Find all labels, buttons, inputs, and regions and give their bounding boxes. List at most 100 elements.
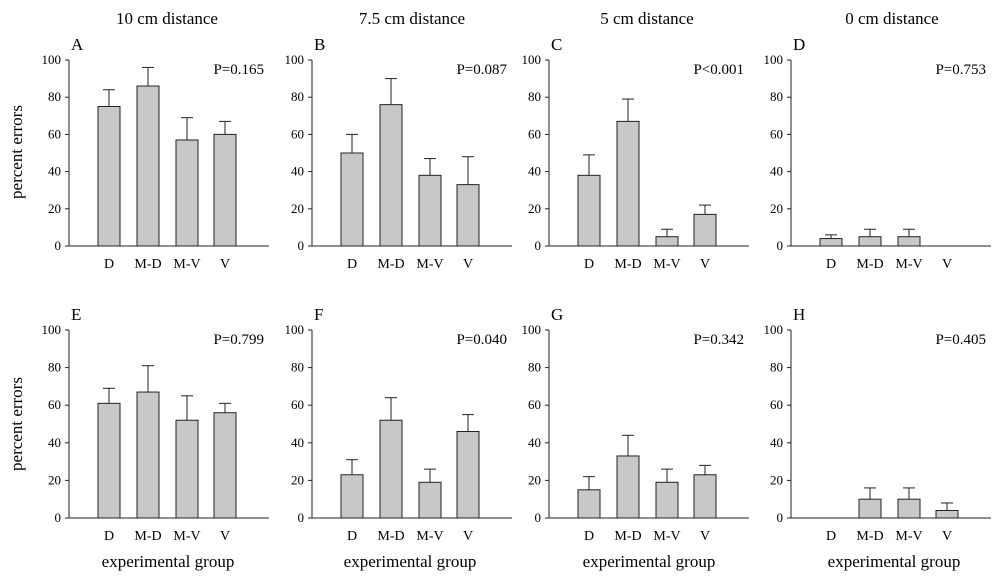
y-tick-label-b-80: 80	[291, 89, 304, 104]
y-tick-label-b-40: 40	[291, 164, 304, 179]
y-tick-label-c-100: 100	[522, 52, 542, 67]
y-tick-label-b-100: 100	[285, 52, 305, 67]
p-value-g: P=0.342	[693, 332, 744, 348]
y-tick-label-e-100: 100	[42, 322, 62, 337]
category-label-g-m-d: M-D	[614, 529, 641, 544]
x-axis-label-e: experimental group	[102, 552, 235, 571]
bar-a-v	[213, 133, 237, 247]
column-title-5cm: 5 cm distance	[600, 9, 693, 28]
p-value-e: P=0.799	[213, 332, 264, 348]
y-tick-label-a-60: 60	[48, 126, 61, 141]
y-tick-label-a-40: 40	[48, 164, 61, 179]
x-axis-label-f: experimental group	[344, 552, 477, 571]
y-tick-label-h-60: 60	[770, 397, 783, 412]
panel-letter-b: B	[314, 35, 325, 54]
panel-letter-f: F	[314, 305, 323, 324]
y-tick-label-e-0: 0	[55, 510, 62, 525]
y-tick-label-g-100: 100	[522, 322, 542, 337]
y-tick-label-c-60: 60	[528, 126, 541, 141]
y-tick-label-a-0: 0	[55, 238, 62, 253]
y-tick-label-g-0: 0	[535, 510, 542, 525]
x-axis-label-g: experimental group	[583, 552, 716, 571]
bar-g-m-d	[616, 455, 640, 519]
y-tick-label-d-80: 80	[770, 89, 783, 104]
y-tick-label-h-40: 40	[770, 435, 783, 450]
bar-c-v	[693, 213, 717, 247]
category-label-g-d: D	[584, 529, 594, 544]
panel-d: 0 20 40 60 80 100 D M-D M-V V D P=0.753	[764, 35, 991, 272]
bar-f-m-d	[379, 419, 403, 519]
y-tick-label-f-40: 40	[291, 435, 304, 450]
panel-a: 0 20 40 60 80 100 D M-D M-V V A P=0.165	[42, 35, 269, 272]
column-title-7-5cm: 7.5 cm distance	[359, 9, 465, 28]
y-tick-label-d-60: 60	[770, 126, 783, 141]
category-label-a-m-v: M-V	[173, 257, 200, 272]
y-tick-label-b-60: 60	[291, 126, 304, 141]
bar-c-d	[577, 174, 601, 247]
y-tick-label-f-20: 20	[291, 472, 304, 487]
y-tick-label-g-40: 40	[528, 435, 541, 450]
y-tick-label-a-80: 80	[48, 89, 61, 104]
y-tick-label-b-20: 20	[291, 201, 304, 216]
category-label-c-m-v: M-V	[653, 257, 680, 272]
bar-h-v	[935, 509, 959, 519]
panel-letter-h: H	[793, 305, 805, 324]
y-tick-label-a-100: 100	[42, 52, 62, 67]
category-label-h-m-d: M-D	[856, 529, 883, 544]
panel-letter-c: C	[551, 35, 562, 54]
category-label-f-m-v: M-V	[416, 529, 443, 544]
bar-g-d	[577, 489, 601, 519]
y-tick-label-d-100: 100	[764, 52, 784, 67]
bar-c-m-v	[655, 236, 679, 247]
bar-e-v	[213, 412, 237, 519]
y-tick-label-d-40: 40	[770, 164, 783, 179]
y-tick-label-e-20: 20	[48, 472, 61, 487]
panel-f: 0 20 40 60 80 100 D M-D M-V V F P=0.040	[285, 305, 512, 544]
bar-e-m-v	[175, 419, 199, 519]
panel-g: 0 20 40 60 80 100 D M-D M-V V G P=0.342	[522, 305, 749, 544]
bar-a-d	[97, 106, 121, 247]
panel-letter-d: D	[793, 35, 805, 54]
y-tick-label-f-0: 0	[298, 510, 305, 525]
y-tick-label-d-20: 20	[770, 201, 783, 216]
column-title-10cm: 10 cm distance	[116, 9, 218, 28]
y-tick-label-c-40: 40	[528, 164, 541, 179]
category-label-d-m-v: M-V	[895, 257, 922, 272]
bar-f-d	[340, 474, 364, 519]
category-label-e-v: V	[220, 529, 230, 544]
category-label-g-v: V	[700, 529, 710, 544]
panel-letter-e: E	[71, 305, 81, 324]
category-label-c-m-d: M-D	[614, 257, 641, 272]
category-label-a-v: V	[220, 257, 230, 272]
y-tick-label-h-80: 80	[770, 360, 783, 375]
category-label-f-d: D	[347, 529, 357, 544]
p-value-h: P=0.405	[935, 332, 986, 348]
category-label-c-v: V	[700, 257, 710, 272]
category-label-h-v: V	[942, 529, 952, 544]
bar-b-d	[340, 152, 364, 247]
bar-f-v	[456, 431, 480, 519]
category-label-d-v: V	[942, 257, 952, 272]
y-tick-label-e-60: 60	[48, 397, 61, 412]
y-tick-label-e-80: 80	[48, 360, 61, 375]
panel-letter-g: G	[551, 305, 563, 324]
y-tick-label-f-60: 60	[291, 397, 304, 412]
category-label-d-d: D	[826, 257, 836, 272]
panel-h: 0 20 40 60 80 100 D M-D M-V V H P=0.405	[764, 305, 991, 544]
y-tick-label-h-0: 0	[777, 510, 784, 525]
p-value-d: P=0.753	[935, 62, 986, 78]
y-tick-label-h-100: 100	[764, 322, 784, 337]
category-label-h-d: D	[826, 529, 836, 544]
y-tick-label-h-20: 20	[770, 472, 783, 487]
bar-b-m-v	[418, 174, 442, 247]
bar-d-m-d	[858, 236, 882, 247]
y-axis-label-top: percent errors	[7, 105, 26, 199]
bar-b-m-d	[379, 104, 403, 247]
p-value-f: P=0.040	[456, 332, 507, 348]
bar-g-m-v	[655, 481, 679, 519]
category-label-f-v: V	[463, 529, 473, 544]
panel-b: 0 20 40 60 80 100 D M-D M-V V B P=0.087	[285, 35, 512, 272]
y-axis-label-bottom: percent errors	[7, 377, 26, 471]
p-value-c: P<0.001	[693, 62, 744, 78]
category-label-d-m-d: M-D	[856, 257, 883, 272]
